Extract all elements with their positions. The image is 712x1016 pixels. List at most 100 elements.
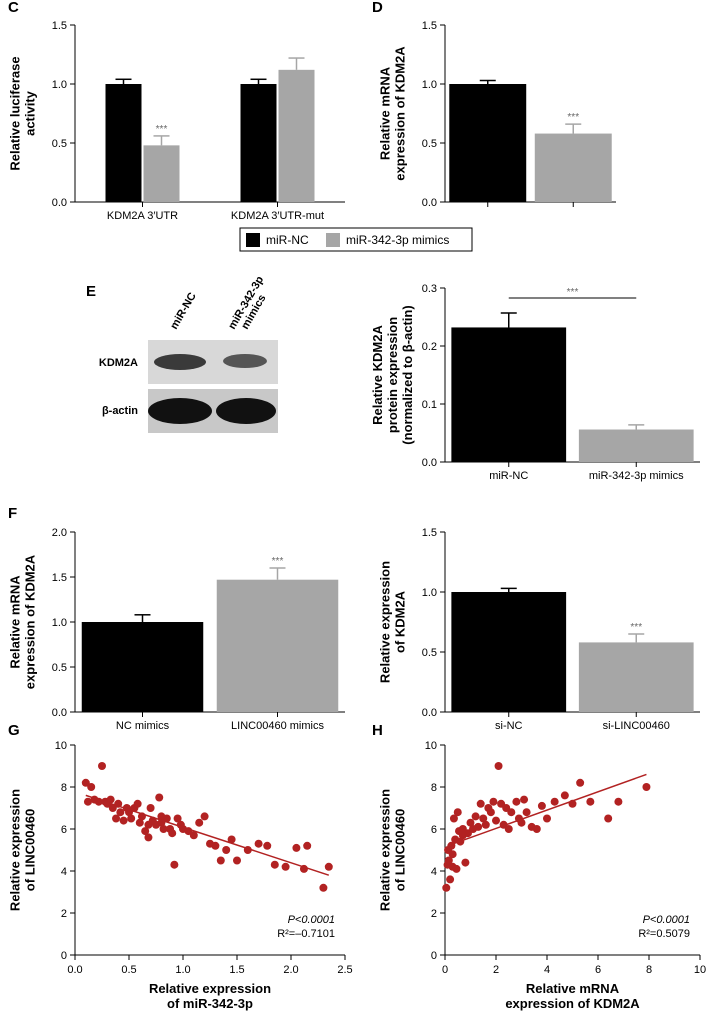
point — [270, 860, 279, 869]
point — [324, 862, 333, 871]
point — [319, 883, 328, 892]
blot-image — [148, 340, 278, 433]
y-tick-label: 4 — [431, 866, 437, 878]
bar — [451, 592, 567, 712]
x-tick-label: 1.0 — [175, 964, 190, 976]
point — [442, 883, 451, 892]
point — [108, 804, 117, 812]
y-axis-label: Relative expression — [378, 561, 393, 683]
point — [263, 841, 272, 850]
y-axis-label: Relative mRNA — [8, 575, 23, 669]
y-axis-label: Relative expression — [8, 789, 23, 911]
y-tick-label: 6 — [61, 824, 67, 836]
point — [522, 808, 531, 817]
significance: *** — [272, 556, 284, 567]
x-tick-label: miR-NC — [489, 470, 528, 482]
point — [98, 762, 106, 770]
x-axis-label: of miR-342-3p — [167, 996, 253, 1011]
significance: *** — [630, 622, 642, 633]
bar — [578, 642, 694, 712]
y-tick-label: 0.5 — [52, 662, 67, 674]
point — [560, 791, 569, 800]
y-tick-label: 2.0 — [52, 527, 67, 539]
bar — [240, 84, 277, 202]
point — [474, 822, 483, 831]
point — [195, 818, 204, 827]
point — [112, 814, 121, 823]
point — [106, 795, 115, 804]
blot-band — [216, 398, 276, 424]
x-tick-label: 4 — [544, 964, 550, 976]
x-axis-label: expression of KDM2A — [505, 996, 640, 1011]
point — [81, 778, 90, 787]
x-tick-label: KDM2A 3′UTR-mut — [231, 210, 324, 222]
statistic: P<0.0001 — [643, 914, 690, 926]
y-axis-label: (normalized to β-actin) — [400, 305, 415, 444]
point — [520, 795, 529, 804]
y-tick-label: 8 — [431, 782, 437, 794]
bar — [449, 84, 527, 202]
y-tick-label: 8 — [61, 782, 67, 794]
panel-label: E — [86, 283, 96, 300]
y-tick-label: 1.0 — [52, 79, 67, 91]
panel-label: D — [372, 0, 383, 16]
y-tick-label: 2 — [61, 908, 67, 920]
y-axis-label: activity — [23, 90, 38, 136]
point — [135, 818, 144, 827]
x-tick-label: si-NC — [495, 720, 523, 732]
x-tick-label: 6 — [595, 964, 601, 976]
bar — [143, 145, 180, 202]
x-tick-label: 1.5 — [229, 964, 244, 976]
y-tick-label: 1.5 — [52, 572, 67, 584]
point — [211, 841, 220, 850]
blot-band — [223, 354, 267, 368]
bar — [81, 622, 204, 712]
significance: *** — [567, 287, 579, 298]
y-axis-label: Relative mRNA — [378, 66, 393, 160]
y-tick-label: 1.0 — [52, 617, 67, 629]
x-tick-label: si-LINC00460 — [603, 720, 670, 732]
y-axis-label: protein expression — [385, 317, 400, 433]
point — [476, 799, 485, 808]
y-tick-label: 0.0 — [52, 707, 67, 719]
y-tick-label: 0.5 — [422, 647, 437, 659]
point — [453, 808, 462, 817]
bar — [278, 69, 315, 202]
statistic: R²=0.5079 — [638, 928, 690, 940]
significance: *** — [567, 112, 579, 123]
y-tick-label: 0.5 — [422, 138, 437, 150]
x-tick-label: LINC00460 mimics — [231, 720, 324, 732]
point — [576, 778, 585, 787]
point — [146, 804, 155, 812]
bar — [451, 327, 567, 462]
y-tick-label: 1.0 — [422, 587, 437, 599]
point — [133, 799, 142, 808]
y-tick-label: 1.0 — [422, 79, 437, 91]
point — [614, 797, 623, 806]
y-tick-label: 6 — [431, 824, 437, 836]
point — [155, 793, 164, 802]
x-tick-label: 8 — [646, 964, 652, 976]
point — [449, 814, 458, 823]
point — [479, 814, 488, 823]
point — [532, 825, 541, 833]
legend-label: miR-NC — [266, 233, 309, 247]
point — [448, 850, 457, 859]
panel-label: F — [8, 505, 17, 522]
row-label: KDM2A — [99, 357, 138, 369]
point — [233, 856, 241, 865]
point — [471, 812, 480, 821]
x-tick-label: 2.5 — [337, 964, 352, 976]
point — [444, 856, 453, 865]
point — [604, 814, 613, 823]
bar — [105, 84, 142, 202]
blot-band — [154, 354, 206, 370]
point — [494, 762, 503, 770]
point — [119, 816, 128, 825]
point — [512, 797, 521, 806]
y-tick-label: 1.5 — [52, 20, 67, 32]
x-tick-label: 0.0 — [67, 964, 82, 976]
point — [157, 812, 166, 821]
legend-label: miR-342-3p mimics — [346, 233, 449, 247]
